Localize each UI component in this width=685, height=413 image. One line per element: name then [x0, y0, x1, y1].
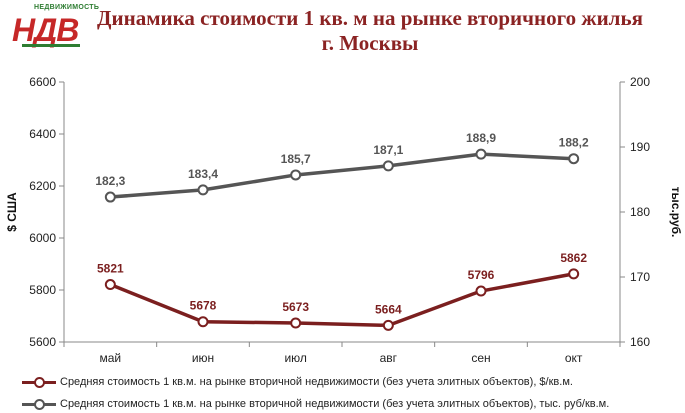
data-point-rub	[475, 148, 487, 160]
data-label-usd: 5796	[468, 268, 495, 282]
y-left-tick-label: 5600	[29, 335, 56, 349]
data-point-rub	[568, 153, 580, 165]
x-tick-label: авг	[380, 351, 398, 365]
data-label-usd: 5862	[560, 251, 587, 265]
chart-axes: 5600 5800 6000 6200 6400 6600 160 170 180 190 200 м…	[29, 75, 650, 365]
data-label-usd: 5664	[375, 302, 402, 316]
x-tick-label: июн	[192, 351, 214, 365]
x-tick-label: окт	[565, 351, 583, 365]
y-right-tick-label: 160	[630, 335, 650, 349]
series-line-rub	[110, 152, 574, 199]
data-label-usd: 5678	[190, 299, 217, 313]
y-left-tick-label: 6200	[29, 179, 56, 193]
x-tick-label: май	[100, 351, 122, 365]
data-point-rub	[290, 169, 302, 181]
legend-swatch-rub	[22, 398, 56, 410]
data-label-rub: 187,1	[373, 143, 403, 157]
y-right-tick-label: 180	[630, 205, 650, 219]
y-left-tick-label: 5800	[29, 283, 56, 297]
data-point-usd	[104, 279, 116, 291]
data-label-rub: 185,7	[281, 152, 311, 166]
y-right-tick-label: 170	[630, 270, 650, 284]
y-axis-left-label: $ США	[5, 192, 19, 232]
data-point-usd	[475, 285, 487, 297]
data-point-usd	[290, 317, 302, 329]
data-point-usd	[197, 316, 209, 328]
y-left-tick-label: 6600	[29, 75, 56, 89]
chart-data-labels: 5821 5678 5673 5664 5796 5862 182,3 183,4 185,7 1…	[95, 131, 589, 316]
data-point-rub	[382, 160, 394, 172]
logo-caption: НЕДВИЖИМОСТЬ	[34, 4, 100, 11]
legend-label-usd: Средняя стоимость 1 кв.м. на рынке втори…	[60, 376, 573, 388]
data-label-rub: 182,3	[95, 174, 125, 188]
data-label-rub: 188,9	[466, 131, 496, 145]
data-label-usd: 5821	[97, 262, 124, 276]
data-point-usd	[568, 268, 580, 280]
data-label-rub: 183,4	[188, 167, 218, 181]
logo-wordmark: НДВ	[12, 12, 79, 48]
chart-series	[104, 148, 580, 331]
logo-underline	[22, 44, 80, 47]
y-right-tick-label: 190	[630, 140, 650, 154]
y-left-tick-label: 6400	[29, 127, 56, 141]
x-tick-label: сен	[471, 351, 490, 365]
legend-item-usd: Средняя стоимость 1 кв.м. на рынке втори…	[22, 373, 573, 391]
y-right-tick-label: 200	[630, 75, 650, 89]
line-chart: 5600 5800 6000 6200 6400 6600 160 170 180 190 200 м…	[5, 75, 683, 365]
data-label-usd: 5673	[282, 300, 309, 314]
x-tick-label: июл	[284, 351, 306, 365]
legend-swatch-usd	[22, 376, 56, 388]
legend-label-rub: Средняя стоимость 1 кв.м. на рынке втори…	[60, 398, 610, 410]
series-line-usd	[109, 272, 574, 328]
y-left-tick-label: 6000	[29, 231, 56, 245]
chart-title: Динамика стоимости 1 кв. м на рынке втор…	[97, 6, 643, 55]
legend-item-rub: Средняя стоимость 1 кв.м. на рынке втори…	[22, 395, 609, 413]
y-axis-right-label: тыс.руб.	[669, 187, 683, 238]
data-label-rub: 188,2	[559, 136, 589, 150]
data-point-rub	[104, 191, 116, 203]
logo: НЕДВИЖИМОСТЬ НДВ	[8, 4, 99, 48]
data-point-rub	[197, 184, 209, 196]
data-point-usd	[382, 319, 394, 331]
